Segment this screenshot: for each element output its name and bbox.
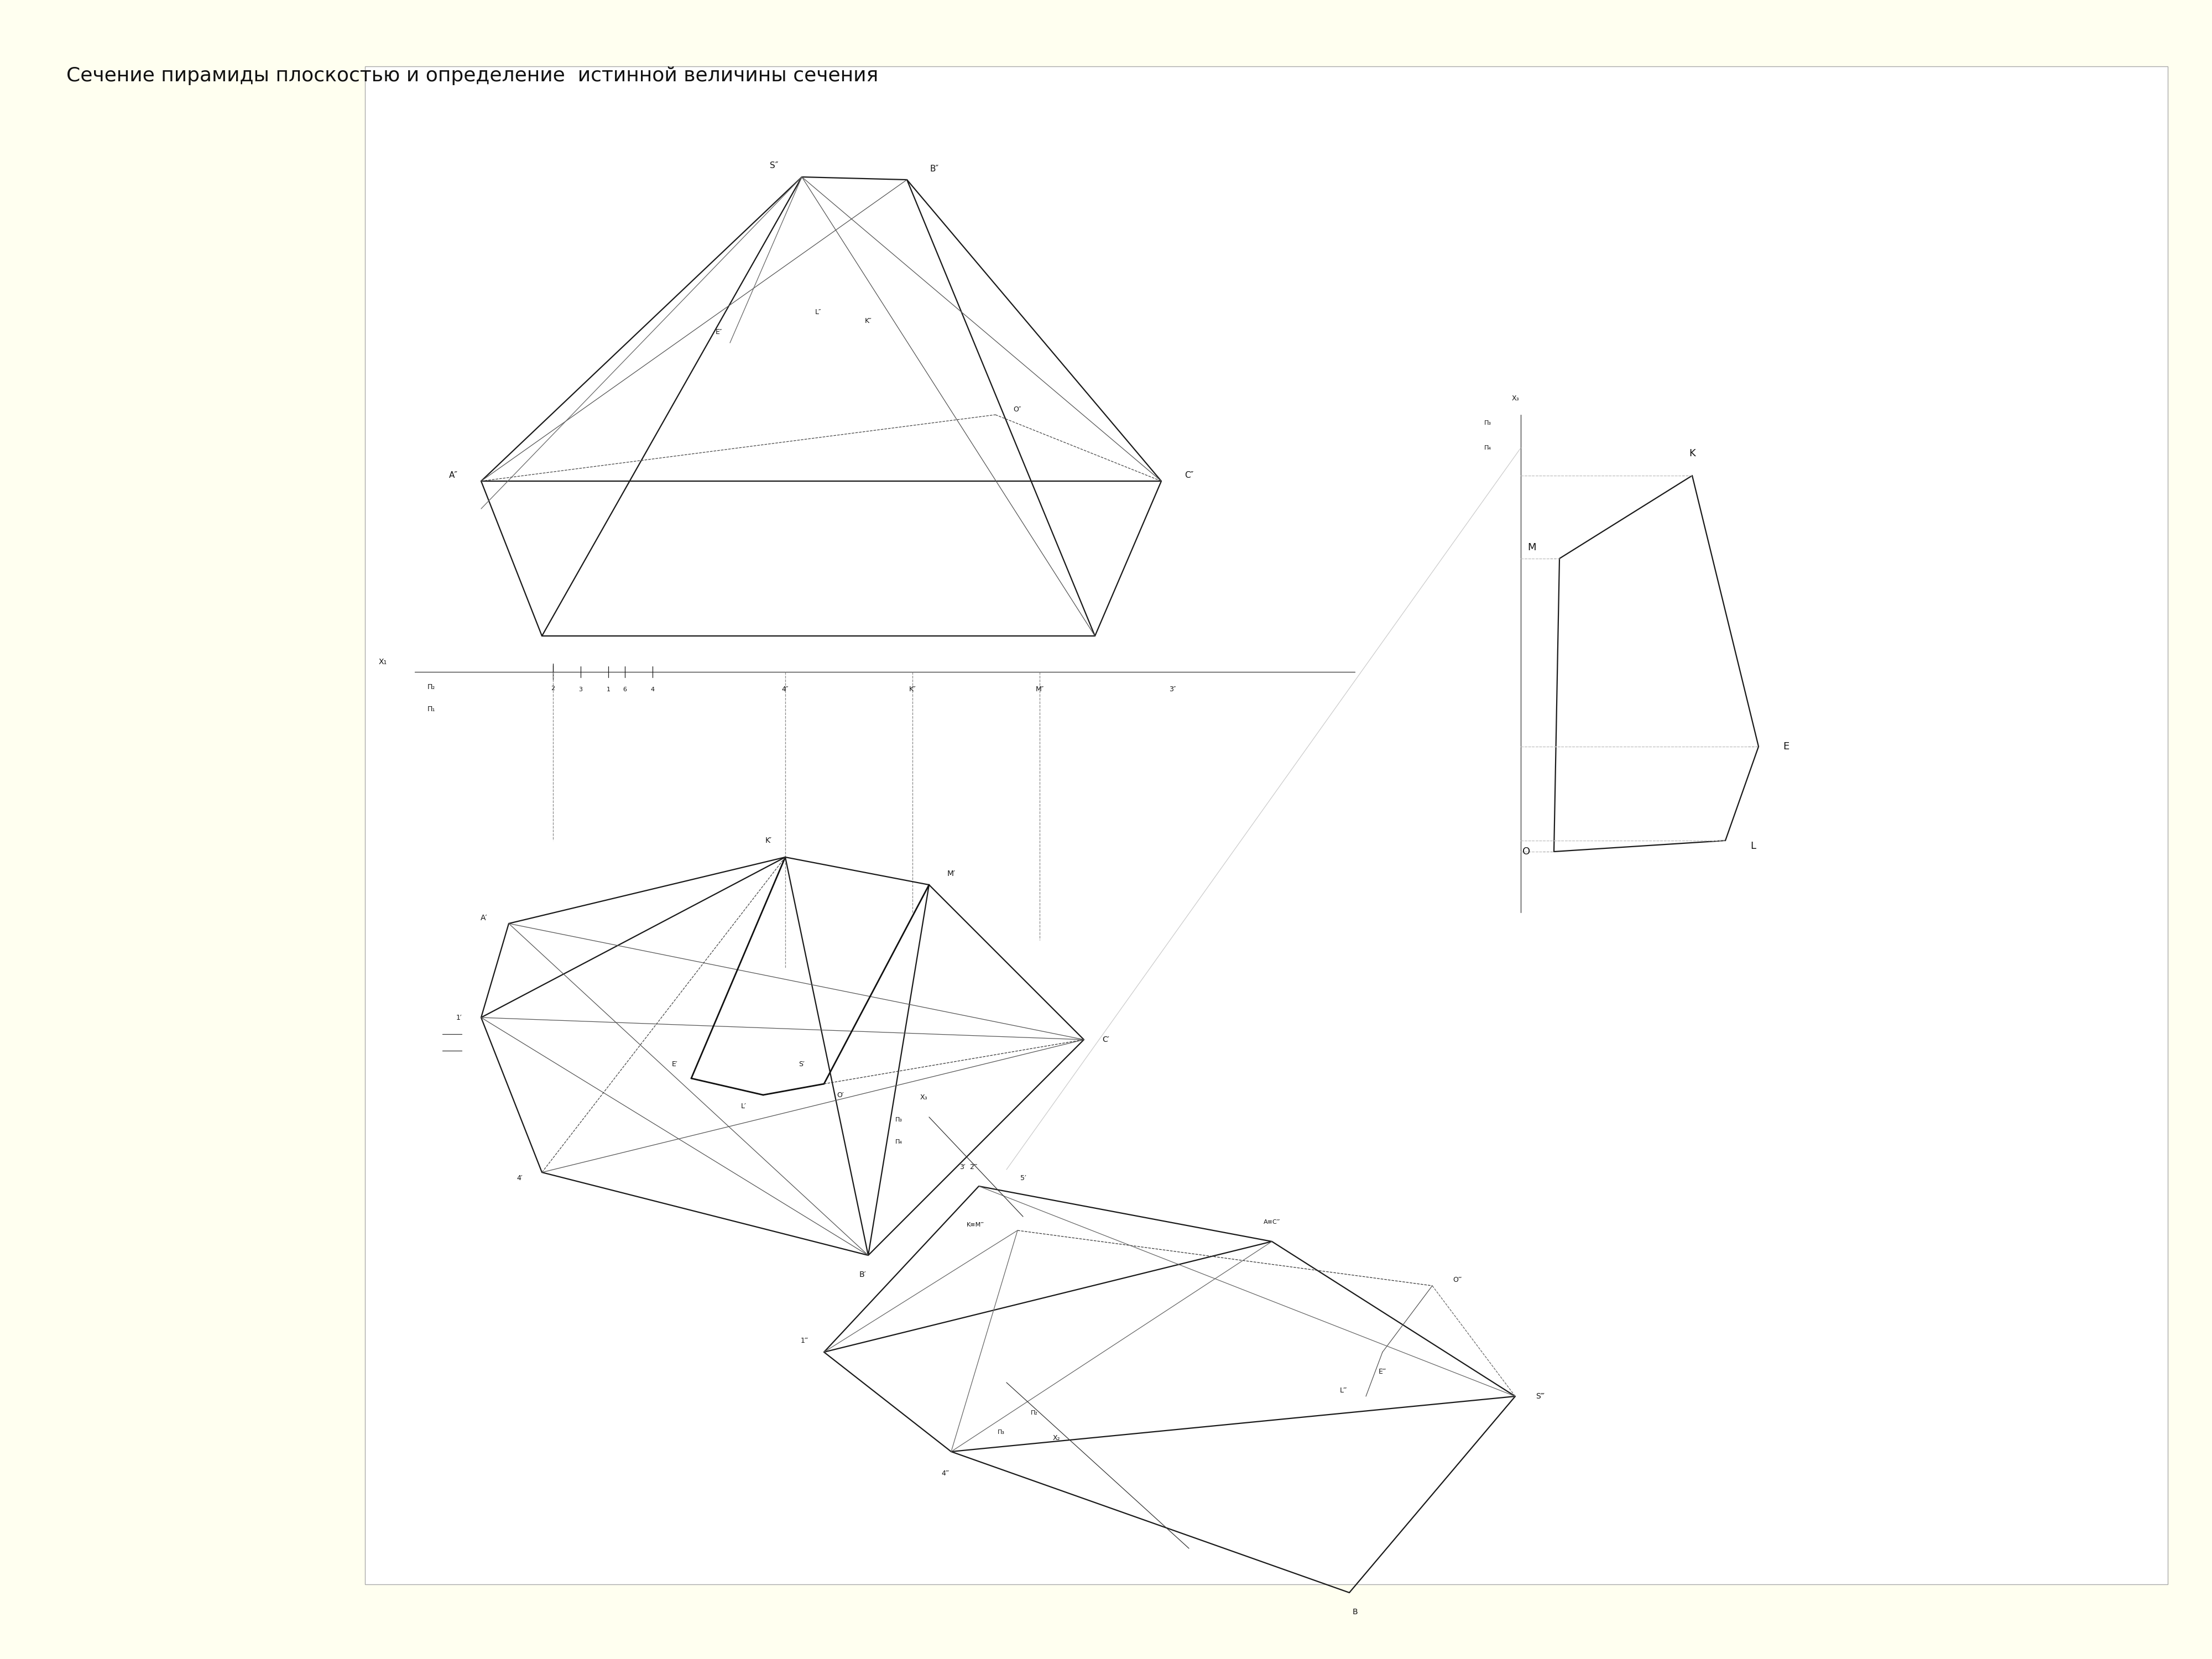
Text: E″: E″ — [714, 328, 723, 335]
Text: П₁: П₁ — [427, 707, 436, 713]
Text: L‴: L‴ — [1340, 1387, 1347, 1394]
Text: П₃: П₃ — [1484, 420, 1491, 426]
Text: X₁: X₁ — [378, 659, 387, 665]
Text: 4″: 4″ — [781, 687, 790, 693]
Text: S‴: S‴ — [1535, 1392, 1544, 1400]
Text: E‴: E‴ — [1378, 1367, 1387, 1375]
Text: K″: K″ — [909, 687, 916, 693]
Text: K′: K′ — [765, 836, 772, 844]
Text: B′: B′ — [858, 1271, 867, 1279]
Text: B″: B″ — [929, 164, 940, 173]
Text: A′: A′ — [480, 914, 487, 922]
Text: 4′: 4′ — [518, 1175, 522, 1181]
Text: 4: 4 — [650, 687, 655, 692]
Text: П₄: П₄ — [896, 1140, 902, 1145]
Text: 2: 2 — [551, 685, 555, 692]
Text: П₄: П₄ — [1484, 445, 1491, 451]
Text: S′: S′ — [799, 1062, 805, 1068]
Text: 6: 6 — [624, 687, 626, 692]
Text: 3: 3 — [580, 687, 582, 692]
Text: 5′: 5′ — [1020, 1175, 1026, 1181]
Text: E′: E′ — [672, 1062, 677, 1068]
Text: 1: 1 — [606, 687, 611, 692]
Text: X₃: X₃ — [920, 1095, 927, 1102]
Text: 3″: 3″ — [1168, 687, 1177, 693]
Text: X₃: X₃ — [1511, 395, 1520, 401]
Text: B: B — [1352, 1608, 1358, 1616]
Text: 1‴: 1‴ — [801, 1337, 810, 1344]
Text: 2‴: 2‴ — [969, 1163, 978, 1171]
Text: O′: O′ — [836, 1092, 845, 1098]
Text: П₂: П₂ — [427, 684, 436, 690]
Text: 4‴: 4‴ — [942, 1470, 949, 1477]
Text: L′: L′ — [741, 1103, 745, 1110]
Text: S″: S″ — [770, 163, 779, 171]
Text: 3′: 3′ — [960, 1163, 964, 1171]
Text: C′: C′ — [1102, 1035, 1110, 1044]
Text: 1′: 1′ — [456, 1014, 462, 1020]
Bar — [365, 66, 2168, 1584]
Text: П₃: П₃ — [998, 1430, 1004, 1435]
Text: П₂: П₂ — [1031, 1410, 1037, 1415]
Text: E: E — [1783, 742, 1790, 752]
Text: П₃: П₃ — [896, 1117, 902, 1123]
Text: O: O — [1522, 846, 1531, 856]
Text: X₂: X₂ — [1053, 1433, 1060, 1442]
Text: M″: M″ — [1035, 687, 1044, 693]
Text: M: M — [1528, 542, 1535, 552]
Text: Сечение пирамиды плоскостью и определение  истинной величины сечения: Сечение пирамиды плоскостью и определени… — [66, 66, 878, 85]
Text: K″: K″ — [865, 317, 872, 325]
Text: O‴: O‴ — [1453, 1277, 1462, 1284]
Text: L: L — [1750, 841, 1756, 851]
Text: C″: C″ — [1183, 471, 1194, 479]
Text: A″: A″ — [449, 471, 458, 479]
Text: A≡C‴: A≡C‴ — [1263, 1219, 1281, 1224]
Text: K: K — [1690, 448, 1694, 458]
Text: O″: O″ — [1013, 406, 1022, 413]
Text: L″: L″ — [816, 309, 821, 315]
Text: M′: M′ — [947, 869, 956, 878]
Text: K≡M‴: K≡M‴ — [967, 1223, 984, 1228]
